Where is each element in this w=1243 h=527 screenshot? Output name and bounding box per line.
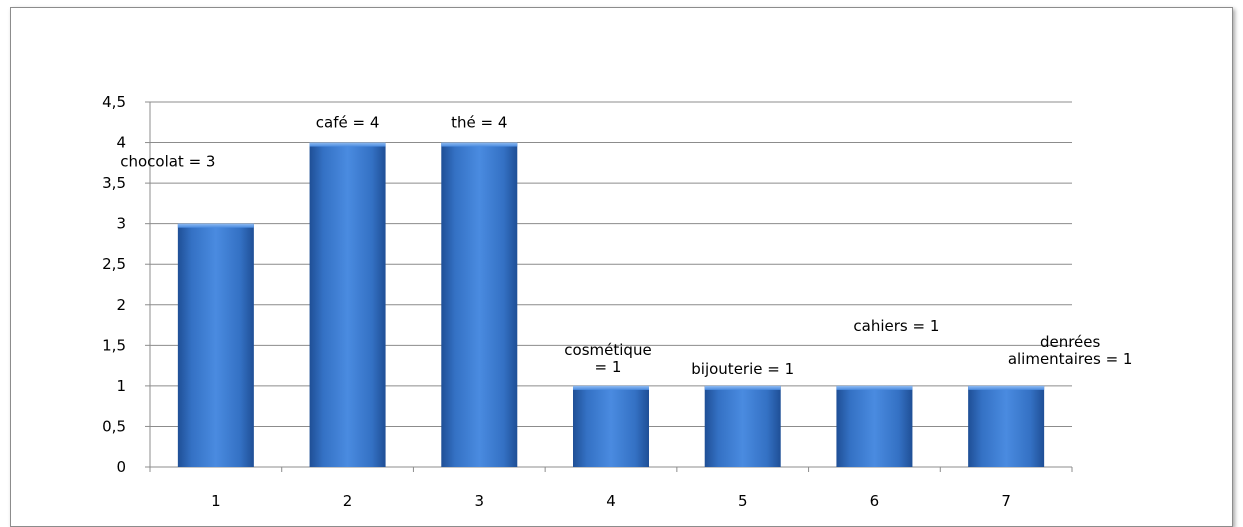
bars: [177, 142, 1045, 468]
bar-highlight: [704, 385, 781, 390]
data-label: = 1: [595, 358, 622, 376]
bar: [441, 142, 518, 468]
x-tick-label: 2: [343, 492, 353, 510]
x-tick-labels: 1 2 3 4 5 6 7: [211, 492, 1011, 510]
bar-highlight: [309, 142, 386, 147]
data-label: cahiers = 1: [853, 317, 939, 335]
bar: [573, 385, 649, 467]
x-tick-label: 3: [475, 492, 485, 510]
bar-highlight: [836, 385, 913, 390]
data-label: alimentaires = 1: [1008, 350, 1133, 368]
data-label: chocolat = 3: [120, 153, 215, 171]
y-tick-label: 1,5: [102, 336, 126, 354]
x-tick-label: 5: [738, 492, 748, 510]
y-tick-label: 2,5: [102, 255, 126, 273]
data-label: cosmétique: [564, 341, 651, 359]
y-tick-label: 0,5: [102, 417, 126, 435]
x-tick-label: 7: [1001, 492, 1011, 510]
x-tick-label: 4: [606, 492, 616, 510]
bar: [177, 223, 254, 467]
bar-highlight: [177, 223, 254, 228]
y-tick-label: 4: [116, 134, 126, 152]
data-label: thé = 4: [451, 114, 507, 132]
bar-highlight: [441, 142, 518, 147]
data-labels: chocolat = 3 café = 4 thé = 4 cosmétique= 1…: [120, 114, 1132, 378]
bar-highlight: [968, 385, 1045, 390]
y-tick-label: 3: [116, 215, 126, 233]
bar: [704, 385, 781, 467]
y-tick-label: 2: [116, 296, 126, 314]
gridlines: [150, 101, 1072, 427]
bar-highlight: [573, 385, 649, 390]
bar: [968, 385, 1045, 467]
y-tick-label: 3,5: [102, 174, 126, 192]
y-tick-label: 1: [116, 377, 126, 395]
data-label: denrées: [1040, 333, 1101, 351]
x-tick-label: 6: [870, 492, 880, 510]
x-tick-label: 1: [211, 492, 221, 510]
y-tick-label: 4,5: [102, 93, 126, 111]
bar: [309, 142, 386, 468]
y-tick-label: 0: [116, 458, 126, 476]
data-label: bijouterie = 1: [691, 360, 794, 378]
y-tick-labels: 0 0,5 1 1,5 2 2,5 3 3,5 4 4,5: [102, 93, 126, 476]
data-label: café = 4: [316, 114, 380, 132]
bar: [836, 385, 913, 467]
